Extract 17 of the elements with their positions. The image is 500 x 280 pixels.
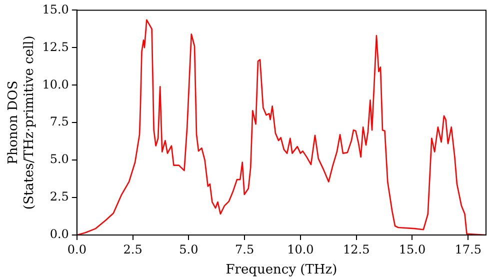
x-tick-label: 17.5 bbox=[454, 242, 482, 256]
x-tick-label: 0.0 bbox=[67, 242, 86, 256]
y-tick-label: 7.5 bbox=[50, 114, 69, 129]
x-tick-label: 7.5 bbox=[235, 242, 254, 256]
x-axis-title: Frequency (THz) bbox=[226, 262, 338, 278]
y-tick-label: 0.0 bbox=[50, 227, 69, 242]
x-tick-label: 5.0 bbox=[179, 242, 198, 256]
x-tick-label: 15.0 bbox=[398, 242, 426, 256]
y-tick-label: 15.0 bbox=[42, 2, 69, 16]
y-tick-label: 5.0 bbox=[50, 152, 69, 166]
x-tick-label: 12.5 bbox=[342, 242, 370, 256]
x-tick-label: 10.0 bbox=[287, 242, 314, 256]
y-axis-title: Phonon DOS (States/THz·primitive cell) bbox=[6, 36, 37, 210]
y-tick-label: 10.0 bbox=[42, 77, 69, 92]
y-tick-label: 2.5 bbox=[50, 190, 69, 204]
y-tick-label: 12.5 bbox=[42, 40, 69, 54]
x-tick-label: 2.5 bbox=[123, 242, 142, 256]
